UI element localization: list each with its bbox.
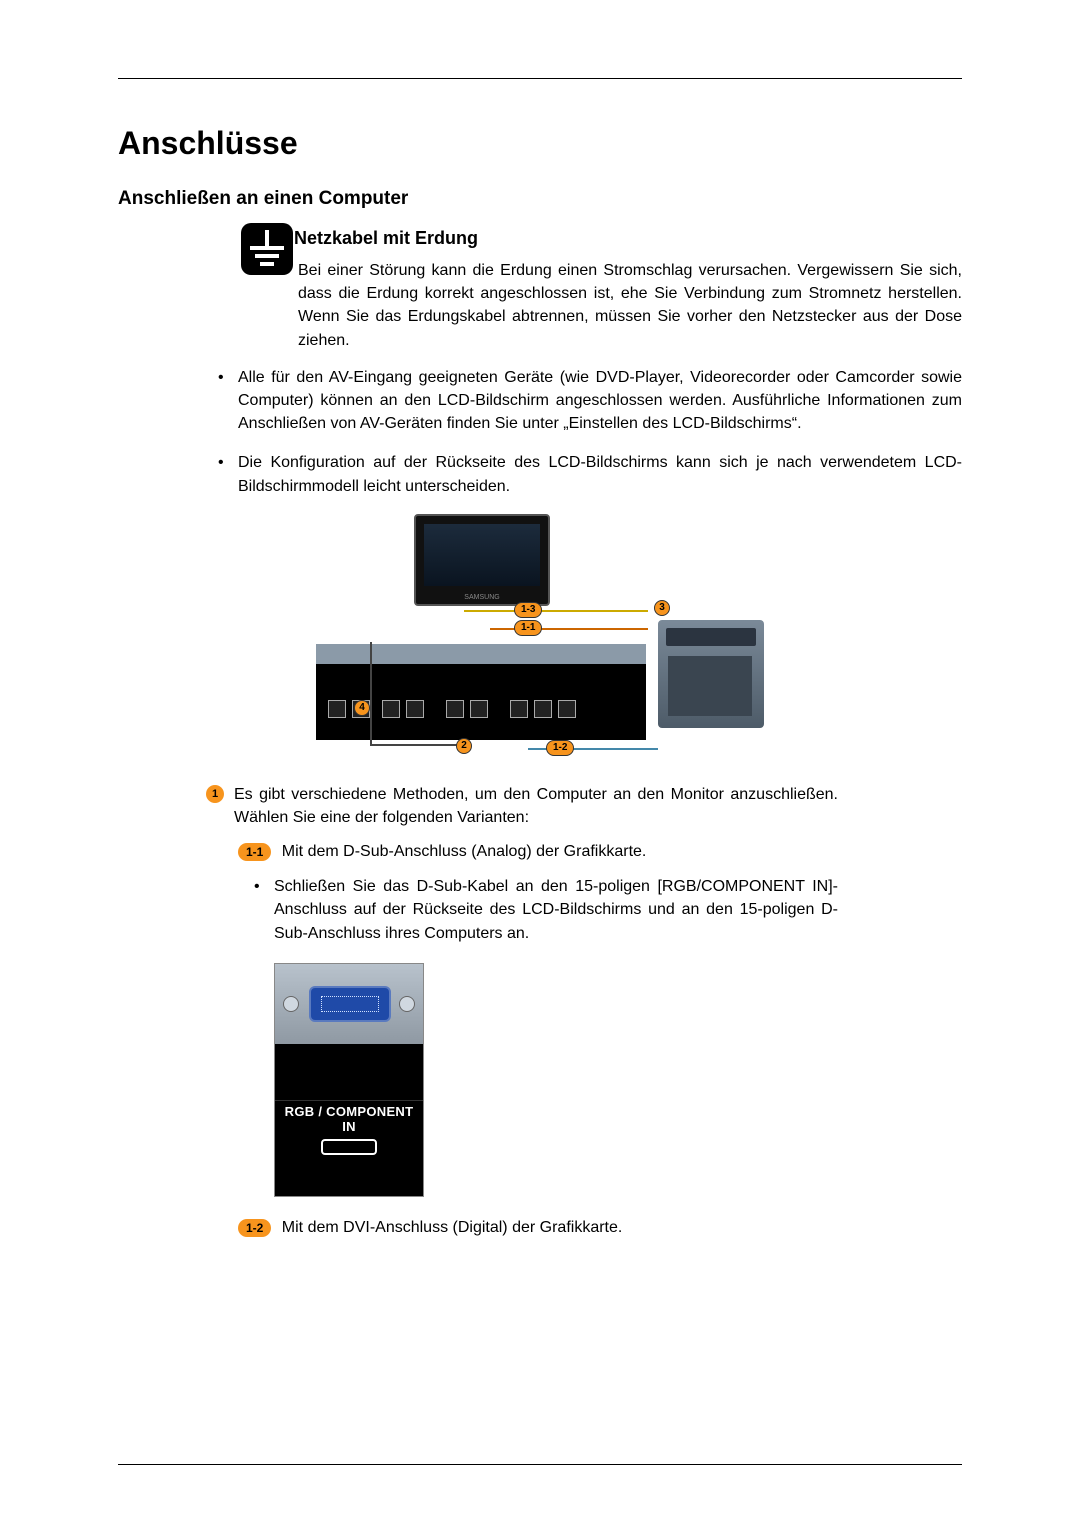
numbered-list: 1 Es gibt verschiedene Methoden, um den …: [206, 783, 838, 829]
page-title: Anschlüsse: [118, 125, 962, 162]
option-bullet: Schließen Sie das D-Sub-Kabel an den 15-…: [250, 875, 838, 945]
section-heading: Anschließen an einen Computer: [118, 188, 962, 210]
callout-4: 4: [354, 700, 370, 716]
callout-1-3: 1-3: [514, 602, 542, 618]
option-pill: 1-1: [238, 843, 271, 861]
callout-2: 2: [456, 738, 472, 754]
netzkabel-heading: Netzkabel mit Erdung: [294, 228, 962, 249]
connection-diagram: SAMSUNG 1-3 1-1 1-2 2 3 4: [118, 514, 962, 761]
rgb-component-figure: RGB / COMPONENT IN: [274, 963, 962, 1197]
option-text: Mit dem DVI-Anschluss (Digital) der Graf…: [282, 1219, 623, 1236]
callout-1-1: 1-1: [514, 620, 542, 636]
top-rule: [118, 78, 962, 79]
step-1: 1 Es gibt verschiedene Methoden, um den …: [206, 783, 838, 829]
callout-3: 3: [654, 600, 670, 616]
netzkabel-body: Bei einer Störung kann die Erdung einen …: [298, 259, 962, 352]
option-1-1: 1-1 Mit dem D-Sub-Anschluss (Analog) der…: [238, 843, 838, 861]
intro-bullets: Alle für den AV-Eingang geeigneten Gerät…: [212, 366, 962, 498]
option-pill: 1-2: [238, 1219, 271, 1237]
netzkabel-block: Netzkabel mit Erdung Bei einer Störung k…: [238, 228, 962, 352]
bottom-rule: [118, 1464, 962, 1465]
intro-bullet: Alle für den AV-Eingang geeigneten Gerät…: [212, 366, 962, 436]
callout-1-2: 1-2: [546, 740, 574, 756]
monitor-icon: SAMSUNG: [414, 514, 550, 606]
pc-icon: [658, 620, 764, 728]
intro-bullet: Die Konfiguration auf der Rückseite des …: [212, 451, 962, 497]
step-badge: 1: [206, 785, 224, 803]
port-label-line1: RGB / COMPONENT: [285, 1104, 414, 1119]
option-text: Mit dem D-Sub-Anschluss (Analog) der Gra…: [282, 843, 647, 860]
option-1-1-bullets: Schließen Sie das D-Sub-Kabel an den 15-…: [250, 875, 838, 945]
port-label-line2: IN: [342, 1119, 356, 1134]
option-1-2: 1-2 Mit dem DVI-Anschluss (Digital) der …: [238, 1219, 838, 1237]
step-text: Es gibt verschiedene Methoden, um den Co…: [234, 786, 838, 826]
ground-icon: [238, 220, 296, 278]
vga-port-icon: [309, 986, 391, 1022]
